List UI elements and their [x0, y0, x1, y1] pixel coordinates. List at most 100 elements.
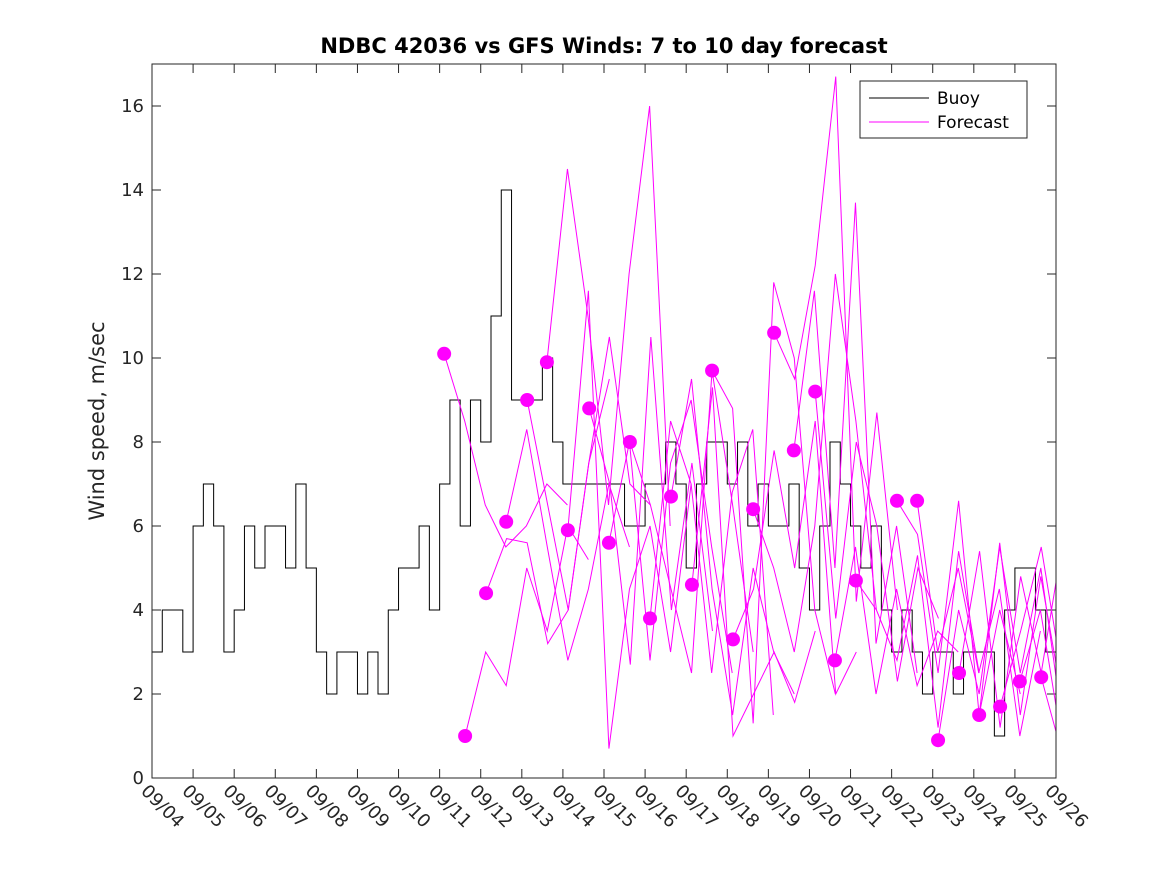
forecast-line: [464, 524, 589, 737]
buoy-line: [152, 189, 1056, 737]
legend-buoy-label: Buoy: [937, 89, 980, 109]
forecast-start-marker: [1012, 674, 1027, 689]
forecast-start-marker: [767, 325, 782, 340]
forecast-line: [834, 546, 959, 695]
forecast-start-marker: [808, 384, 823, 399]
forecast-line: [999, 546, 1056, 707]
x-ticks: 09/0409/0509/0609/0709/0809/0909/1009/11…: [136, 64, 1092, 832]
x-tick-label: 09/07: [260, 781, 312, 833]
x-tick-label: 09/13: [506, 781, 558, 833]
forecast-line: [546, 105, 671, 527]
forecast-line: [1040, 677, 1056, 734]
forecast-line: [567, 290, 692, 749]
forecast-line: [691, 387, 816, 738]
forecast-line: [896, 500, 1021, 716]
forecast-start-marker: [601, 535, 616, 550]
y-axis-label: Wind speed, m/sec: [85, 321, 109, 520]
y-tick-label: 0: [133, 768, 144, 789]
forecast-start-marker: [910, 493, 925, 508]
x-tick-label: 09/05: [178, 781, 230, 833]
x-tick-label: 09/11: [424, 781, 476, 833]
forecast-line: [588, 336, 713, 665]
y-tick-label: 16: [121, 96, 144, 117]
forecast-line: [916, 500, 1041, 737]
x-tick-label: 09/10: [383, 781, 435, 833]
x-tick-label: 09/06: [219, 781, 271, 833]
forecast-series: [437, 76, 1056, 749]
forecast-start-marker: [663, 489, 678, 504]
forecast-start-marker: [499, 514, 514, 529]
x-tick-label: 09/26: [1040, 781, 1092, 833]
forecast-line: [732, 420, 857, 696]
forecast-start-marker: [560, 523, 575, 538]
forecast-start-marker: [1034, 670, 1049, 685]
forecast-line: [978, 542, 1056, 716]
forecast-line: [649, 420, 774, 716]
forecast-start-marker: [705, 363, 720, 378]
forecast-line: [814, 391, 939, 682]
forecast-start-marker: [952, 666, 967, 680]
forecast-line: [1019, 609, 1056, 709]
forecast-start-marker: [622, 435, 637, 449]
forecast-start-marker: [993, 699, 1008, 714]
forecast-line: [752, 273, 877, 653]
x-tick-label: 09/21: [835, 781, 887, 833]
x-tick-label: 09/08: [301, 781, 353, 833]
legend-forecast-label: Forecast: [937, 113, 1009, 133]
x-tick-label: 09/19: [753, 781, 805, 833]
y-tick-label: 10: [121, 348, 144, 369]
forecast-line: [505, 429, 630, 661]
forecast-start-marker: [643, 611, 658, 626]
chart-title: NDBC 42036 vs GFS Winds: 7 to 10 day for…: [320, 34, 887, 58]
x-tick-label: 09/14: [547, 781, 599, 833]
forecast-start-marker: [479, 586, 494, 601]
y-tick-label: 14: [121, 180, 144, 201]
y-ticks: 0 2 4 6 8 10 12 14 16: [121, 96, 1056, 789]
forecast-start-marker: [746, 502, 761, 517]
x-tick-label: 09/25: [999, 781, 1051, 833]
y-tick-label: 6: [133, 516, 144, 537]
forecast-start-marker: [520, 393, 535, 407]
plot-area: [152, 76, 1056, 749]
forecast-line: [711, 282, 836, 724]
x-tick-label: 09/15: [588, 781, 640, 833]
forecast-start-marker: [931, 733, 946, 748]
forecast-start-marker: [889, 493, 904, 508]
legend: Buoy Forecast: [859, 80, 1028, 139]
forecast-start-marker: [786, 443, 801, 458]
x-tick-label: 09/20: [794, 781, 846, 833]
forecast-start-marker: [437, 346, 452, 361]
x-tick-label: 09/12: [465, 781, 517, 833]
forecast-line: [629, 370, 754, 674]
axes-box: [151, 63, 1057, 779]
x-tick-label: 09/23: [917, 781, 969, 833]
x-tick-label: 09/17: [671, 781, 723, 833]
x-tick-label: 09/24: [958, 781, 1010, 833]
forecast-start-marker: [848, 573, 863, 588]
x-tick-label: 09/09: [342, 781, 394, 833]
forecast-line: [793, 202, 918, 674]
forecast-line: [958, 551, 1056, 728]
forecast-line: [485, 378, 610, 645]
x-tick-label: 09/18: [712, 781, 764, 833]
legend-box: [859, 80, 1028, 139]
y-tick-label: 2: [133, 684, 144, 705]
forecast-start-marker: [539, 355, 554, 370]
forecast-start-marker: [582, 401, 597, 416]
forecast-line: [773, 76, 898, 611]
forecast-line: [443, 353, 568, 548]
forecast-start-marker: [684, 577, 699, 592]
forecast-start-marker: [726, 632, 741, 647]
x-tick-label: 09/22: [876, 781, 928, 833]
forecast-start-marker: [458, 729, 473, 743]
forecast-start-marker: [972, 708, 987, 722]
y-tick-label: 8: [133, 432, 144, 453]
forecast-line: [526, 336, 651, 611]
forecast-line: [855, 551, 980, 728]
forecast-start-marker: [827, 653, 842, 668]
x-tick-label: 09/16: [630, 781, 682, 833]
x-tick-label: 09/04: [136, 781, 188, 833]
y-tick-label: 12: [121, 264, 144, 285]
buoy-series: [152, 189, 1056, 737]
